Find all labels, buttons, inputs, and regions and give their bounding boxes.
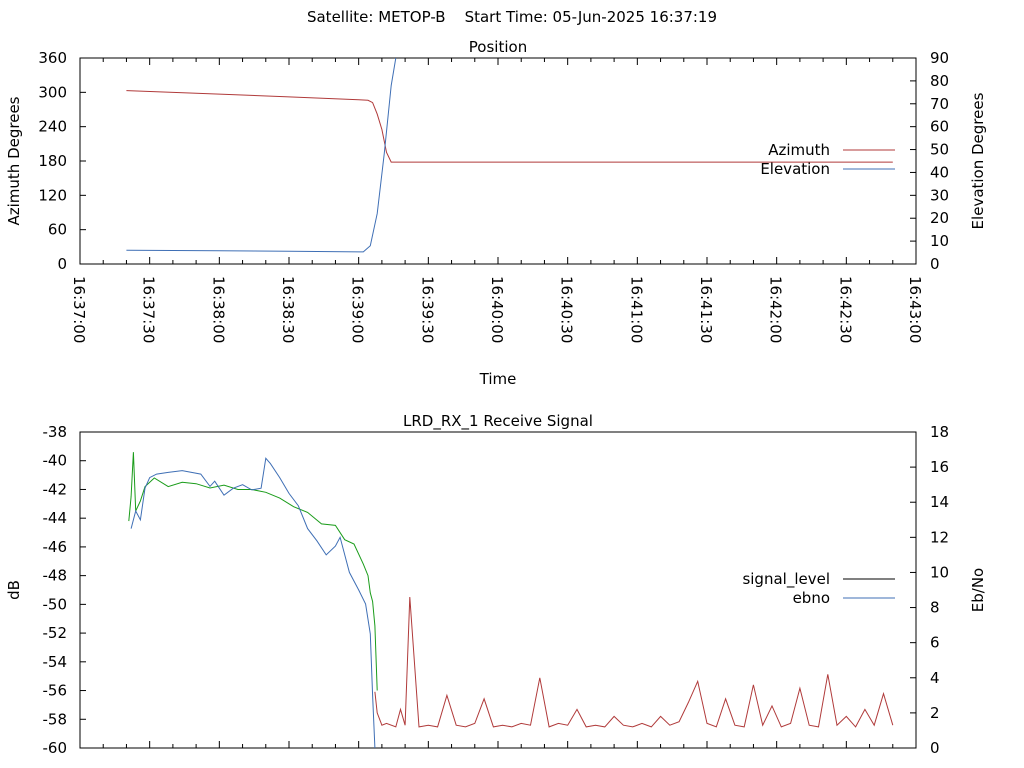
satellite-label: Satellite: METOP-B [306,8,446,26]
y2-axis-label: Eb/No [969,568,987,612]
y-tick-label: -40 [43,452,68,470]
legend-label: Azimuth [768,141,830,159]
legend-label: ebno [793,589,830,607]
y-tick-label: 300 [38,83,67,101]
x-tick-label: 16:41:30 [697,276,715,343]
y-tick-label: -44 [43,509,68,527]
y2-tick-label: 20 [930,209,949,227]
x-tick-label: 16:37:30 [140,276,158,343]
y-tick-label: -60 [43,739,68,757]
chart-title: Position [469,38,527,56]
y-tick-label: -46 [43,538,68,556]
y2-tick-label: 4 [930,669,940,687]
y-tick-label: 240 [38,118,67,136]
series-line-signal_level [128,452,378,691]
x-tick-label: 16:40:30 [558,276,576,343]
y2-tick-label: 8 [930,599,940,617]
x-tick-label: 16:41:00 [627,276,645,343]
y-tick-label: -58 [43,710,68,728]
y-tick-label: -42 [43,480,68,498]
start-time-label: Start Time: 05-Jun-2025 16:37:19 [464,8,718,26]
y-tick-label: -48 [43,567,68,585]
y-tick-label: -50 [43,595,68,613]
series-line-Azimuth [126,90,893,163]
y2-tick-label: 14 [930,493,949,511]
y2-tick-label: 80 [930,72,949,90]
series-line-ebno [374,596,894,728]
y2-tick-label: 12 [930,528,949,546]
y-tick-label: 180 [38,152,67,170]
y2-tick-label: 90 [930,49,949,67]
y-tick-label: -52 [43,624,68,642]
y2-tick-label: 0 [930,255,940,273]
chart-title: LRD_RX_1 Receive Signal [403,412,593,431]
y2-tick-label: 6 [930,634,940,652]
y-tick-label: -38 [43,423,68,441]
page-title: Satellite: METOP-B Start Time: 05-Jun-20… [0,8,1024,26]
x-tick-label: 16:38:30 [279,276,297,343]
y2-tick-label: 40 [930,163,949,181]
y2-tick-label: 50 [930,141,949,159]
x-axis-label: Time [479,370,517,388]
x-tick-label: 16:40:00 [488,276,506,343]
x-tick-label: 16:43:00 [906,276,924,343]
y2-tick-label: 10 [930,232,949,250]
y-tick-label: -56 [43,682,68,700]
y2-tick-label: 16 [930,458,949,476]
legend-label: Elevation [760,160,830,178]
y2-axis-label: Elevation Degrees [969,92,987,229]
series-line-ebno [130,457,376,748]
y2-tick-label: 18 [930,423,949,441]
y-tick-label: -54 [43,653,68,671]
y-tick-label: 120 [38,186,67,204]
y2-tick-label: 0 [930,739,940,757]
x-tick-label: 16:38:00 [209,276,227,343]
y-axis-label: Azimuth Degrees [5,96,23,225]
y-tick-label: 60 [48,221,67,239]
x-tick-label: 16:42:30 [836,276,854,343]
x-tick-label: 16:42:00 [767,276,785,343]
x-tick-label: 16:39:30 [418,276,436,343]
y2-tick-label: 30 [930,186,949,204]
legend-label: signal_level [742,570,830,589]
series-line-Elevation [126,58,397,253]
plot-frame [79,431,917,749]
y2-tick-label: 70 [930,95,949,113]
y2-tick-label: 60 [930,118,949,136]
x-tick-label: 16:37:00 [70,276,88,343]
y-tick-label: 360 [38,49,67,67]
y2-tick-label: 10 [930,563,949,581]
y2-tick-label: 2 [930,704,940,722]
x-tick-label: 16:39:00 [349,276,367,343]
y-axis-label: dB [5,580,23,600]
y-tick-label: 0 [57,255,67,273]
